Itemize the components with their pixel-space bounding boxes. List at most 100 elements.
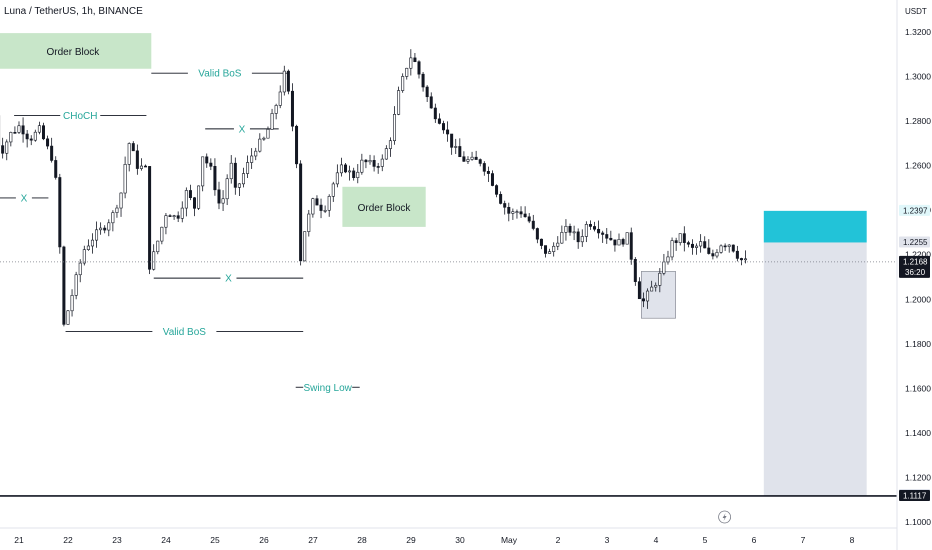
candle-body-163: [658, 272, 662, 286]
candle-body-166: [670, 240, 674, 258]
x-tick-17: 8: [850, 535, 855, 545]
candle-body-140: [564, 225, 568, 233]
candle-body-29: [111, 212, 115, 224]
chart-title: Luna / TetherUS, 1h, BINANCE: [4, 6, 143, 17]
candle-body-3: [5, 141, 9, 154]
candle-body-102: [409, 57, 413, 69]
candle-body-21: [78, 262, 82, 276]
candle-body-40: [156, 240, 160, 253]
candle-body-6: [17, 125, 21, 133]
candle-body-112: [450, 133, 454, 148]
candle-body-36: [139, 165, 143, 169]
candle-body-78: [311, 198, 315, 215]
candle-body-26: [99, 227, 103, 231]
candle-body-71: [282, 70, 286, 93]
price-label-bg-0: [899, 204, 930, 216]
candle-body-139: [560, 232, 564, 244]
candle-body-113: [454, 146, 458, 148]
candle-body-16: [58, 177, 62, 248]
candle-body-34: [131, 143, 135, 152]
candle-body-152: [613, 239, 617, 246]
candle-body-75: [299, 163, 303, 262]
y-tick-6: 1.2000: [905, 294, 931, 304]
candle-body-37: [144, 165, 148, 168]
candle-body-85: [339, 164, 343, 174]
zone-label-1: Order Block: [358, 203, 412, 214]
candle-body-19: [70, 295, 74, 312]
y-tick-10: 1.1200: [905, 472, 931, 482]
price-label-sub-2: 36:20: [905, 268, 926, 277]
x-tick-9: 30: [455, 535, 465, 545]
candle-body-154: [621, 239, 625, 245]
x-tick-12: 3: [605, 535, 610, 545]
candle-body-97: [388, 140, 392, 149]
candle-body-110: [441, 123, 445, 131]
candle-body-120: [482, 163, 486, 172]
y-tick-8: 1.1600: [905, 383, 931, 393]
candle-body-143: [576, 231, 580, 243]
hline-label-8: Swing Low: [304, 383, 353, 394]
x-tick-0: 21: [14, 535, 24, 545]
candle-body-27: [103, 227, 107, 231]
candle-body-168: [678, 233, 682, 243]
candle-body-131: [527, 216, 531, 222]
hline-label-3: Valid BoS: [198, 69, 242, 80]
hline-label-6: X: [225, 274, 232, 285]
candle-body-160: [646, 290, 650, 302]
candle-body-4: [9, 132, 13, 143]
candle-body-151: [609, 237, 613, 241]
candle-body-173: [699, 241, 703, 247]
candle-body-83: [331, 183, 335, 197]
zone-0: [0, 33, 152, 69]
candle-body-79: [315, 198, 319, 206]
candle-body-20: [74, 274, 78, 296]
candle-body-47: [184, 190, 188, 209]
candle-body-55: [217, 189, 221, 204]
candle-body-80: [319, 204, 323, 211]
candle-body-146: [588, 224, 592, 227]
candle-body-142: [572, 231, 576, 234]
x-tick-7: 28: [357, 535, 367, 545]
hline-label-2: CHoCH: [63, 111, 97, 122]
candle-body-119: [478, 159, 482, 164]
candle-body-59: [233, 162, 237, 188]
candle-body-93: [372, 160, 376, 167]
candle-body-72: [286, 70, 290, 92]
y-tick-0: 1.3200: [905, 27, 931, 37]
candle-body-5: [13, 132, 17, 134]
zone-11: [763, 242, 867, 496]
x-tick-10: May: [501, 535, 518, 545]
candle-body-136: [548, 251, 552, 254]
x-tick-4: 25: [210, 535, 220, 545]
candle-body-101: [405, 67, 409, 77]
x-tick-5: 26: [259, 535, 269, 545]
annotation-lines: [0, 72, 360, 388]
candle-body-46: [180, 207, 184, 219]
hline-label-7: Valid BoS: [163, 327, 207, 338]
candle-body-28: [107, 222, 111, 231]
candle-body-111: [446, 129, 450, 135]
candle-body-147: [593, 226, 597, 230]
candle-body-89: [356, 171, 360, 178]
candle-body-126: [507, 206, 511, 214]
candle-body-9: [29, 138, 33, 141]
candle-body-144: [580, 236, 584, 243]
candle-body-88: [352, 170, 356, 178]
candle-body-128: [515, 211, 519, 214]
zone-label-0: Order Block: [47, 47, 101, 58]
candle-body-167: [674, 240, 678, 243]
candle-body-132: [531, 220, 535, 229]
candle-body-95: [380, 158, 384, 167]
y-tick-11: 1.1000: [905, 517, 931, 527]
candle-body-137: [552, 245, 556, 252]
x-tick-11: 2: [556, 535, 561, 545]
candle-body-127: [511, 211, 515, 214]
y-tick-3: 1.2600: [905, 161, 931, 171]
candle-body-49: [193, 197, 197, 209]
price-label-bg-4: [899, 489, 930, 501]
candle-body-124: [499, 194, 503, 204]
candle-body-170: [686, 242, 690, 245]
candle-body-133: [535, 228, 539, 240]
